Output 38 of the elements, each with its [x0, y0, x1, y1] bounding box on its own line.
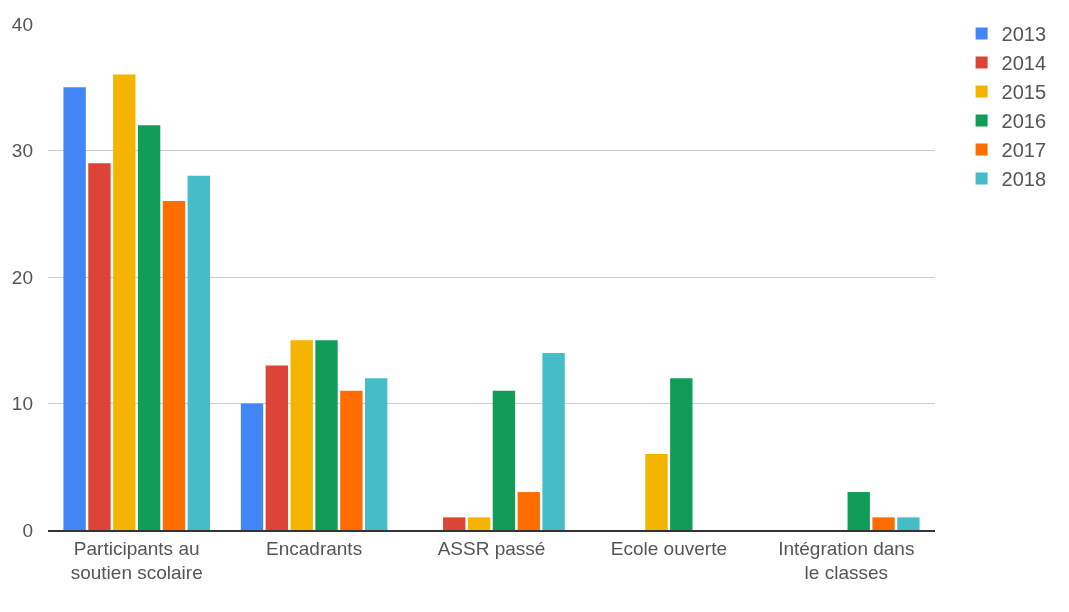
bar — [187, 175, 210, 530]
bar — [645, 454, 668, 530]
bar — [162, 201, 186, 530]
y-tick-label: 0 — [22, 519, 33, 541]
bar — [240, 403, 264, 530]
legend-label: 2013 — [1001, 23, 1047, 46]
bar — [88, 163, 111, 530]
x-tick-label: Participants au soutien scolaire — [70, 537, 203, 584]
legend-label: 2016 — [1001, 110, 1047, 133]
bar — [443, 517, 466, 530]
y-tick-label: 40 — [11, 13, 33, 35]
x-tick-label: Ecole ouverte — [610, 537, 727, 559]
y-tick-label: 30 — [11, 140, 33, 162]
legend-label: 2014 — [1001, 52, 1047, 75]
bar — [542, 352, 565, 530]
bar — [365, 378, 388, 530]
bar — [315, 340, 338, 530]
bar — [847, 492, 870, 530]
bar — [113, 74, 136, 530]
bar — [265, 365, 289, 530]
x-tick-label: Encadrants — [266, 537, 363, 559]
legend-label: 2017 — [1001, 139, 1047, 162]
bar — [897, 517, 920, 530]
legend-label: 2018 — [1001, 168, 1047, 191]
bar — [137, 125, 161, 530]
bar — [290, 340, 313, 530]
legend-label: 2015 — [1001, 81, 1047, 104]
x-tick-label: ASSR passé — [437, 537, 546, 559]
bar — [340, 390, 363, 530]
y-tick-label: 20 — [11, 266, 33, 288]
bar — [467, 517, 491, 530]
bar — [670, 378, 693, 530]
x-tick-label: Intégration dans le classes — [778, 537, 915, 584]
bar — [492, 390, 516, 530]
y-tick-label: 10 — [11, 393, 33, 415]
bar — [872, 517, 895, 530]
bar — [63, 87, 86, 530]
bar — [517, 492, 540, 530]
